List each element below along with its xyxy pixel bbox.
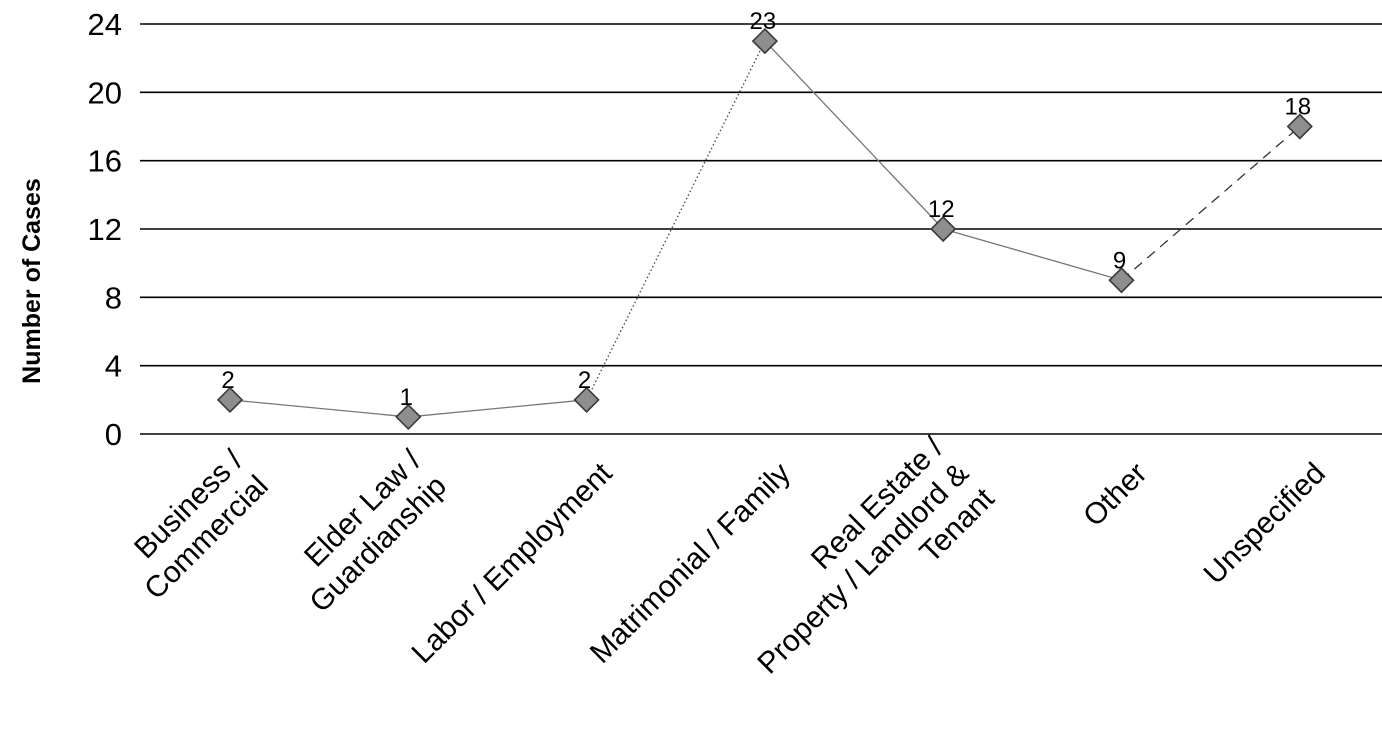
line-segment-1	[229, 399, 409, 418]
x-category-label-line: Matrimonial / Family	[584, 457, 797, 670]
series-line	[229, 40, 1301, 418]
x-category-label-2: Elder Law /Guardianship	[298, 443, 453, 618]
data-label-7: 18	[1284, 94, 1311, 121]
data-label-4: 23	[750, 8, 777, 35]
y-tick-label-4: 4	[105, 349, 122, 384]
data-label-2: 1	[400, 384, 413, 411]
data-label-5: 12	[928, 196, 955, 223]
y-tick-label-20: 20	[88, 75, 122, 110]
y-tick-label-16: 16	[88, 144, 122, 179]
x-category-label-1: Business /Commercial	[128, 443, 275, 605]
y-tick-label-8: 8	[105, 280, 122, 315]
data-point-3	[573, 386, 600, 413]
data-point-5	[930, 215, 957, 243]
y-tick-label-24: 24	[88, 7, 122, 42]
data-point-4	[751, 27, 779, 55]
line-segment-3	[586, 40, 766, 401]
y-tick-label-0: 0	[105, 417, 122, 452]
data-label-1: 2	[221, 367, 234, 394]
x-category-label-line: Unspecified	[1198, 457, 1332, 591]
x-category-label-line: Other	[1077, 457, 1153, 533]
data-point-1	[216, 386, 244, 413]
x-category-label-4: Matrimonial / Family	[584, 457, 797, 670]
line-segment-4	[764, 40, 944, 230]
x-category-label-6: Other	[1077, 457, 1153, 533]
line-segment-2	[408, 399, 587, 418]
y-tick-label-12: 12	[88, 212, 122, 247]
data-label-6: 9	[1113, 247, 1126, 274]
data-point-7	[1286, 113, 1313, 140]
y-tick-labels: 0 4 8 12 16 20 24	[88, 7, 122, 452]
line-segment-6	[1121, 126, 1301, 281]
line-segment-5	[943, 228, 1122, 281]
x-category-label-7: Unspecified	[1198, 457, 1332, 591]
data-label-3: 2	[578, 367, 591, 394]
x-category-labels: Business /Commercial Elder Law /Guardians…	[128, 431, 1332, 681]
series-markers	[216, 27, 1313, 431]
y-axis-title: Number of Cases	[18, 178, 46, 384]
data-point-6	[1108, 267, 1135, 294]
data-point-2	[395, 403, 422, 431]
grid-lines	[140, 23, 1382, 435]
